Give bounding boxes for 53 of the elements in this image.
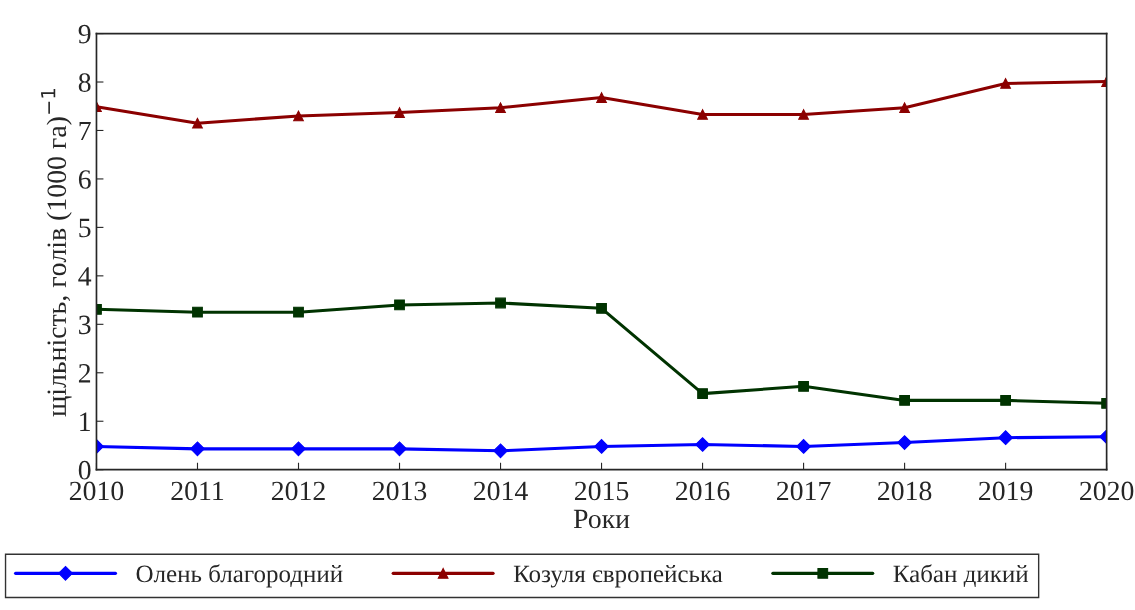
- y-tick-label: 7: [79, 121, 91, 141]
- point: [1000, 78, 1011, 89]
- x-tick-label: 2019: [979, 481, 1033, 501]
- x-tick-label: 2016: [676, 481, 730, 501]
- point: [697, 388, 708, 399]
- y-tick-label: 0: [78, 460, 91, 480]
- x-tick-label: 2012: [271, 481, 325, 501]
- y-tick-label: 6: [78, 170, 91, 189]
- x-tick-label: 2017: [777, 481, 831, 501]
- point: [394, 107, 405, 118]
- y-tick-label: 1: [80, 412, 90, 431]
- y-axis-title: щільність, голів (1000 га)$^{−1}$: [41, 89, 72, 417]
- point: [596, 92, 607, 103]
- point: [291, 441, 306, 457]
- y-tick-label: 9: [78, 24, 91, 44]
- point: [897, 435, 912, 450]
- point: [596, 302, 607, 314]
- x-tick-label: 2011: [171, 481, 224, 501]
- point: [293, 306, 304, 318]
- legend-label: Кабан дикий: [893, 564, 1029, 587]
- legend-label: Козуля європейська: [513, 564, 723, 588]
- x-tick-label: 2010: [69, 481, 124, 501]
- point: [392, 441, 407, 457]
- y-tick-label: 5: [79, 218, 91, 238]
- x-tick-label: 2015: [574, 481, 629, 501]
- point: [796, 439, 811, 454]
- point: [190, 441, 205, 457]
- point: [798, 380, 809, 392]
- point: [798, 109, 809, 120]
- point: [495, 102, 506, 114]
- point: [998, 430, 1013, 446]
- point: [192, 306, 203, 318]
- point: [394, 299, 405, 311]
- x-axis-title: Роки: [573, 509, 630, 529]
- y-tick-label: 4: [78, 267, 92, 286]
- point: [495, 297, 506, 309]
- x-tick-label: 2020: [1080, 481, 1134, 501]
- point: [192, 117, 203, 129]
- point: [899, 102, 910, 114]
- x-tick-label: 2018: [878, 481, 932, 501]
- legend-label: Олень благородний: [136, 564, 343, 588]
- point: [293, 110, 304, 122]
- point: [697, 109, 708, 120]
- point: [1000, 395, 1011, 406]
- x-tick-label: 2014: [473, 481, 528, 501]
- y-tick-label: 8: [78, 73, 91, 92]
- point: [493, 443, 508, 459]
- point: [594, 439, 609, 454]
- point: [899, 395, 910, 406]
- y-tick-label: 2: [78, 364, 91, 383]
- point: [695, 437, 710, 452]
- x-tick-label: 2013: [372, 481, 427, 501]
- y-tick-label: 3: [79, 315, 91, 335]
